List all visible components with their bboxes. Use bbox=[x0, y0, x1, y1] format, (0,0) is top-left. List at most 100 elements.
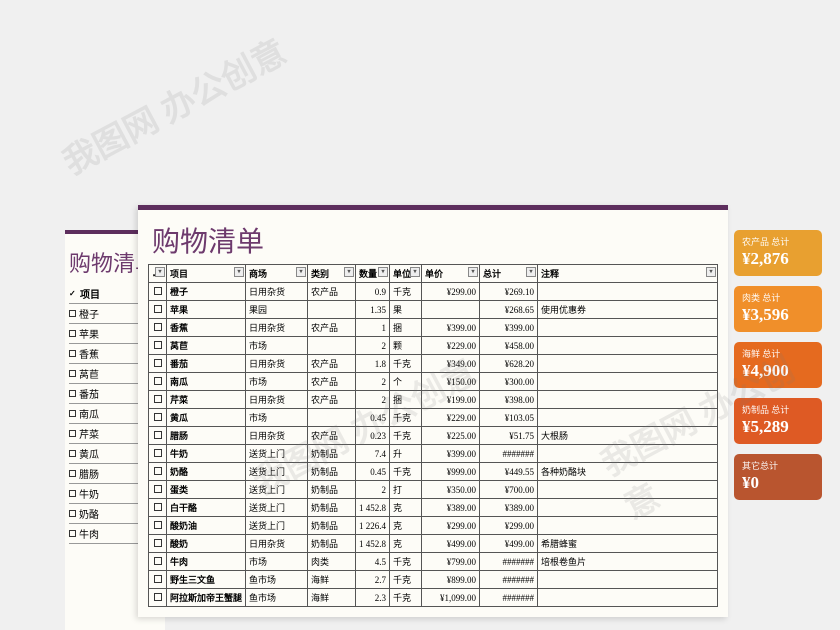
row-checkbox[interactable] bbox=[149, 535, 167, 553]
cell-unit: 颗 bbox=[390, 337, 422, 355]
col-category[interactable]: 类别▾ bbox=[308, 265, 356, 283]
row-checkbox[interactable] bbox=[149, 463, 167, 481]
cell-qty: 2 bbox=[356, 391, 390, 409]
table-row: 蛋类送货上门奶制品2打¥350.00¥700.00 bbox=[149, 481, 718, 499]
cell-store: 市场 bbox=[246, 337, 308, 355]
table-row: 橙子日用杂货农产品0.9千克¥299.00¥269.10 bbox=[149, 283, 718, 301]
cell-store: 市场 bbox=[246, 373, 308, 391]
card-label: 其它总计 bbox=[742, 459, 814, 472]
table-header-row: ▾ 项目▾ 商场▾ 类别▾ 数量▾ 单位▾ 单价▾ 总计▾ 注释▾ bbox=[149, 265, 718, 283]
row-checkbox[interactable] bbox=[149, 301, 167, 319]
cell-category: 奶制品 bbox=[308, 499, 356, 517]
cell-total: ¥300.00 bbox=[480, 373, 538, 391]
cell-unit: 克 bbox=[390, 517, 422, 535]
cell-qty: 2 bbox=[356, 481, 390, 499]
row-checkbox[interactable] bbox=[149, 319, 167, 337]
row-checkbox[interactable] bbox=[149, 553, 167, 571]
row-checkbox[interactable] bbox=[149, 589, 167, 607]
cell-note bbox=[538, 589, 718, 607]
row-checkbox[interactable] bbox=[149, 499, 167, 517]
cell-price: ¥899.00 bbox=[422, 571, 480, 589]
row-checkbox[interactable] bbox=[149, 481, 167, 499]
cell-store: 鱼市场 bbox=[246, 571, 308, 589]
col-total[interactable]: 总计▾ bbox=[480, 265, 538, 283]
cell-price: ¥499.00 bbox=[422, 535, 480, 553]
cell-price: ¥229.00 bbox=[422, 409, 480, 427]
cell-unit: 千克 bbox=[390, 463, 422, 481]
row-checkbox[interactable] bbox=[149, 571, 167, 589]
row-checkbox[interactable] bbox=[149, 337, 167, 355]
cell-note bbox=[538, 409, 718, 427]
row-checkbox[interactable] bbox=[149, 427, 167, 445]
cell-note bbox=[538, 499, 718, 517]
cell-unit: 果 bbox=[390, 301, 422, 319]
card-label: 农产品 总计 bbox=[742, 235, 814, 248]
row-checkbox[interactable] bbox=[149, 355, 167, 373]
cell-item: 芹菜 bbox=[167, 391, 246, 409]
cell-total: ¥499.00 bbox=[480, 535, 538, 553]
cell-price: ¥349.00 bbox=[422, 355, 480, 373]
cell-note: 培根卷鱼片 bbox=[538, 553, 718, 571]
col-note[interactable]: 注释▾ bbox=[538, 265, 718, 283]
table-row: 苹果果园1.35果¥268.65使用优惠券 bbox=[149, 301, 718, 319]
row-checkbox[interactable] bbox=[149, 391, 167, 409]
cell-qty: 0.45 bbox=[356, 463, 390, 481]
row-checkbox[interactable] bbox=[149, 409, 167, 427]
cell-category: 奶制品 bbox=[308, 517, 356, 535]
cell-unit: 打 bbox=[390, 481, 422, 499]
cell-qty: 0.9 bbox=[356, 283, 390, 301]
col-qty[interactable]: 数量▾ bbox=[356, 265, 390, 283]
cell-unit: 克 bbox=[390, 499, 422, 517]
summary-card: 海鲜 总计¥4,900 bbox=[734, 342, 822, 388]
cell-qty: 1 226.4 bbox=[356, 517, 390, 535]
table-row: 香蕉日用杂货农产品1捆¥399.00¥399.00 bbox=[149, 319, 718, 337]
cell-note bbox=[538, 481, 718, 499]
cell-total: ¥299.00 bbox=[480, 517, 538, 535]
cell-store: 送货上门 bbox=[246, 517, 308, 535]
cell-note bbox=[538, 337, 718, 355]
cell-item: 香蕉 bbox=[167, 319, 246, 337]
table-row: 酸奶日用杂货奶制品1 452.8克¥499.00¥499.00希腊蜂蜜 bbox=[149, 535, 718, 553]
row-checkbox[interactable] bbox=[149, 373, 167, 391]
summary-panel: 农产品 总计¥2,876肉类 总计¥3,596海鲜 总计¥4,900奶制品 总计… bbox=[734, 230, 822, 500]
col-item[interactable]: 项目▾ bbox=[167, 265, 246, 283]
col-check[interactable]: ▾ bbox=[149, 265, 167, 283]
cell-note bbox=[538, 517, 718, 535]
col-price[interactable]: 单价▾ bbox=[422, 265, 480, 283]
table-row: 奶酪送货上门奶制品0.45千克¥999.00¥449.55各种奶酪块 bbox=[149, 463, 718, 481]
row-checkbox[interactable] bbox=[149, 445, 167, 463]
cell-total: ####### bbox=[480, 571, 538, 589]
cell-qty: 4.5 bbox=[356, 553, 390, 571]
cell-unit: 千克 bbox=[390, 409, 422, 427]
cell-item: 奶酪 bbox=[167, 463, 246, 481]
cell-total: ¥449.55 bbox=[480, 463, 538, 481]
cell-price: ¥299.00 bbox=[422, 517, 480, 535]
cell-qty: 0.23 bbox=[356, 427, 390, 445]
cell-qty: 2 bbox=[356, 337, 390, 355]
page-title: 购物清单 bbox=[152, 220, 718, 260]
cell-store: 市场 bbox=[246, 409, 308, 427]
table-row: 白干酪送货上门奶制品1 452.8克¥389.00¥389.00 bbox=[149, 499, 718, 517]
cell-note: 使用优惠券 bbox=[538, 301, 718, 319]
col-store[interactable]: 商场▾ bbox=[246, 265, 308, 283]
cell-store: 果园 bbox=[246, 301, 308, 319]
cell-qty: 1.35 bbox=[356, 301, 390, 319]
card-value: ¥3,596 bbox=[742, 305, 814, 325]
cell-note: 希腊蜂蜜 bbox=[538, 535, 718, 553]
cell-unit: 千克 bbox=[390, 283, 422, 301]
row-checkbox[interactable] bbox=[149, 283, 167, 301]
cell-unit: 千克 bbox=[390, 571, 422, 589]
cell-unit: 升 bbox=[390, 445, 422, 463]
cell-item: 苹果 bbox=[167, 301, 246, 319]
cell-category: 农产品 bbox=[308, 355, 356, 373]
main-spreadsheet: 购物清单 ▾ 项目▾ 商场▾ 类别▾ 数量▾ 单位▾ 单价▾ 总计▾ 注释▾ 橙… bbox=[138, 205, 728, 617]
summary-card: 奶制品 总计¥5,289 bbox=[734, 398, 822, 444]
cell-unit: 千克 bbox=[390, 553, 422, 571]
cell-note: 各种奶酪块 bbox=[538, 463, 718, 481]
col-unit[interactable]: 单位▾ bbox=[390, 265, 422, 283]
table-row: 酸奶油送货上门奶制品1 226.4克¥299.00¥299.00 bbox=[149, 517, 718, 535]
card-value: ¥0 bbox=[742, 473, 814, 493]
cell-qty: 1 452.8 bbox=[356, 499, 390, 517]
row-checkbox[interactable] bbox=[149, 517, 167, 535]
cell-total: ¥628.20 bbox=[480, 355, 538, 373]
